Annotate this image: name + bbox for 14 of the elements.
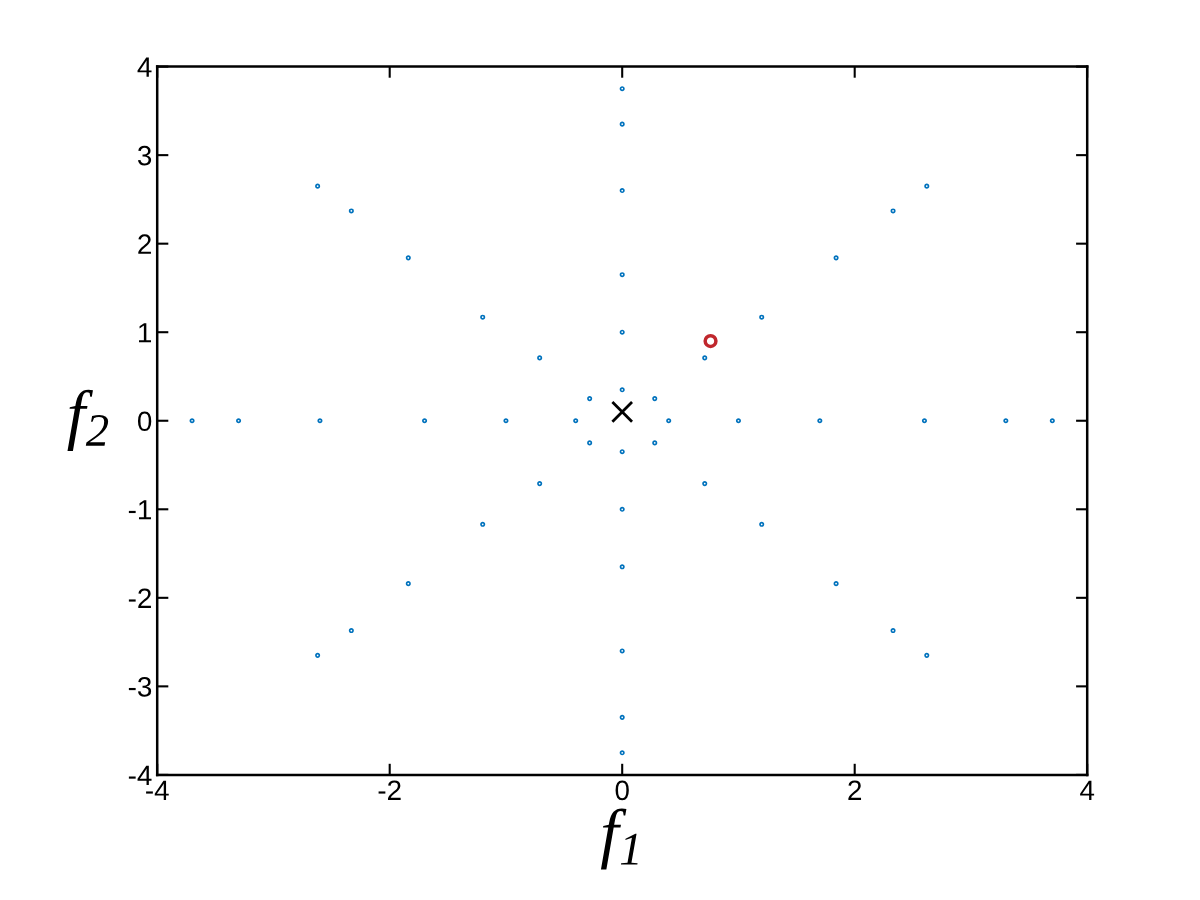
x-tick-label: 2 [848, 780, 862, 800]
x-tick-label: -2 [378, 780, 401, 800]
x-tick-label: 0 [615, 780, 629, 801]
y-tick-label: 3 [137, 145, 152, 166]
y-axis-title: f$_{2}$ [67, 389, 109, 451]
y-tick-label: -2 [128, 588, 151, 608]
x-axis-title: f$_{1}$ [600, 808, 638, 870]
y-tick-label: 4 [137, 57, 152, 77]
y-tick-label: 1 [139, 323, 151, 343]
x-tick-label: 4 [1080, 780, 1095, 800]
y-tick-label: 0 [137, 411, 152, 432]
y-tick-label: 2 [138, 234, 151, 254]
y-tick-label: -1 [128, 500, 151, 520]
y-tick-label: -3 [128, 677, 152, 697]
